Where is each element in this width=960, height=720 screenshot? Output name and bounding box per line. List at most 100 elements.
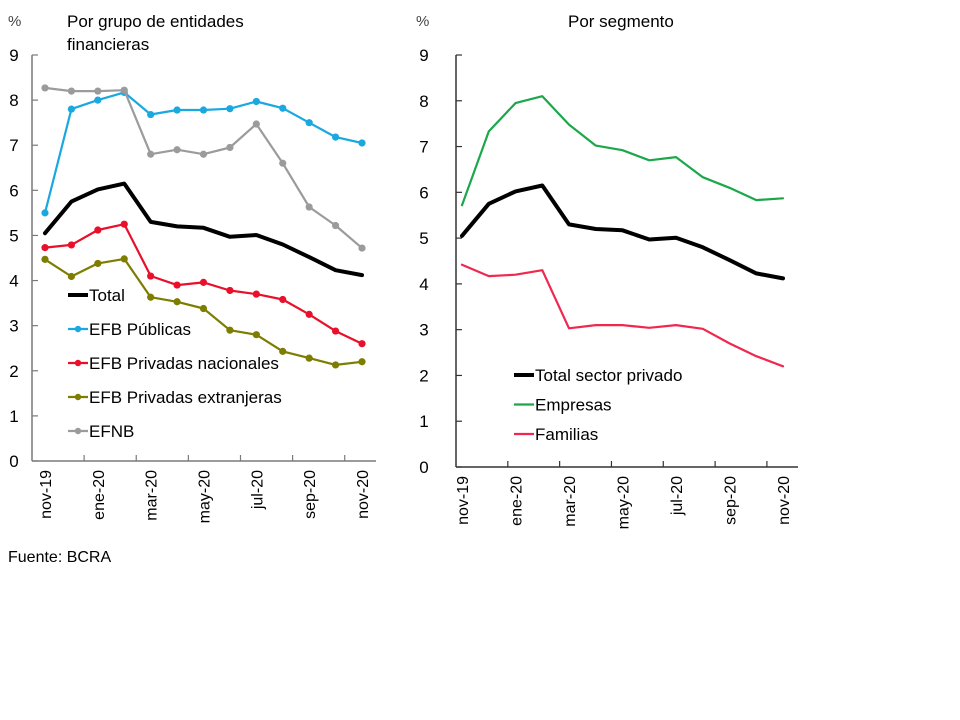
legend-label: EFNB [89,422,134,441]
data-point [252,97,260,106]
data-point [199,278,208,286]
y-tick-label: 9 [9,46,18,65]
data-point [252,331,260,339]
data-point [226,143,234,152]
data-point [173,146,181,154]
data-point [252,290,260,298]
legend-label: EFB Privadas extranjeras [89,388,282,407]
y-tick-label: 8 [419,92,428,111]
data-point [331,133,340,141]
x-tick-label: nov-20 [776,476,793,525]
series-line-familias [460,263,785,368]
legend-label: Familias [535,425,598,444]
data-point [67,272,76,281]
y-tick-label: 6 [419,183,428,202]
legend: Total sector privado Empresas Familias [514,366,682,444]
data-point [147,110,155,119]
legend-label: EFB Privadas nacionales [89,354,279,373]
data-point [173,281,181,289]
series-group [41,84,366,369]
data-point [173,106,181,114]
data-point [226,326,234,334]
data-point [199,304,208,313]
data-point [120,255,128,263]
x-tick-label: may-20 [197,470,214,523]
x-tick-label: mar-20 [562,476,579,527]
data-point [94,259,102,268]
legend-marker [74,325,82,333]
data-point [67,241,76,249]
x-tick-label: sep-20 [723,476,740,525]
y-unit-label: % [8,13,21,30]
y-tick-label: 3 [9,317,18,336]
y-tick-label: 7 [9,136,18,155]
legend-marker [74,359,82,367]
chart-title: Por segmento [568,12,674,31]
data-point [199,106,208,114]
data-point [226,105,234,113]
y-tick-label: 5 [9,226,18,245]
y-tick-label: 4 [419,275,428,294]
data-point [331,221,340,230]
series-line-empresas [460,95,785,207]
legend-label: Total sector privado [535,366,682,385]
data-point [147,272,155,280]
y-tick-label: 2 [9,362,18,381]
series-group [460,95,785,368]
data-point [331,361,340,369]
data-point [305,203,313,211]
data-point [358,340,366,348]
y-tick-label: 8 [9,91,18,110]
axes: 0 1 2 3 4 5 6 7 8 9 nov-19 ene-20 mar-20 may-20 jul-20… [419,46,798,529]
data-point [94,87,102,95]
y-tick-label: 1 [9,407,18,426]
data-point [199,150,208,158]
chart-panel-entidades: % Por grupo de entidades financieras 0 1 2… [8,12,376,523]
data-point [120,220,128,228]
data-point [305,119,313,127]
data-point [279,295,287,304]
data-point [41,209,49,217]
x-tick-label: nov-19 [455,476,472,525]
y-tick-label: 7 [419,138,428,157]
x-tick-label: sep-20 [302,470,319,519]
legend: Total EFB Públicas EFB Privadas nacionales… [68,286,282,441]
data-point [252,120,260,128]
data-point [41,244,49,252]
legend-label: Empresas [535,396,612,415]
legend-marker [74,427,82,435]
series-line-total-sector-privado [460,183,785,281]
source-note: Fuente: BCRA [8,549,111,566]
y-tick-label: 0 [419,458,428,477]
x-tick-label: mar-20 [144,470,161,521]
legend-label: Total [89,286,125,305]
data-point [358,358,366,366]
data-point [226,286,234,295]
data-point [358,244,366,252]
y-unit-label: % [416,13,429,30]
y-tick-label: 5 [419,229,428,248]
data-point [41,84,49,92]
data-point [94,96,102,104]
data-point [94,226,102,234]
data-point [358,139,366,147]
data-point [279,104,287,112]
data-point [305,310,313,318]
data-point [279,159,287,167]
series-line-total [43,181,364,278]
legend-label: EFB Públicas [89,320,191,339]
data-point [279,347,287,355]
y-tick-label: 1 [419,412,428,431]
data-point [305,354,313,362]
chart-panel-segmento: % Por segmento 0 1 2 3 4 5 6 7 8 9 nov-19 ene-20 mar… [416,12,798,529]
x-tick-label: nov-20 [355,470,372,519]
y-tick-label: 4 [9,272,18,291]
data-point [41,255,49,263]
data-point [67,105,76,113]
chart-title-line-1: Por grupo de entidades [67,12,244,31]
x-tick-label: jul-20 [249,470,266,510]
x-tick-label: ene-20 [509,476,526,526]
chart-title-line-2: financieras [67,35,149,54]
y-tick-label: 2 [419,366,428,385]
